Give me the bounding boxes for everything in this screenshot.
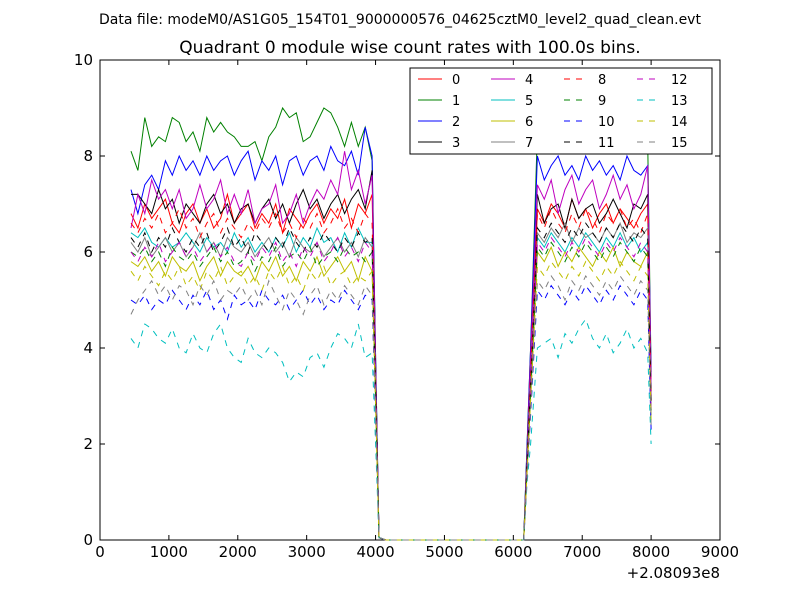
legend-entry-3: 3 xyxy=(418,136,460,151)
x-tick-label: 9000 xyxy=(701,543,739,561)
x-axis-offset-label: +2.08093e8 xyxy=(627,564,720,582)
legend-entry-6: 6 xyxy=(491,115,533,130)
legend-label: 12 xyxy=(671,73,688,88)
series-line-3 xyxy=(131,170,652,541)
legend-label: 4 xyxy=(525,73,533,88)
legend-label: 2 xyxy=(452,115,460,130)
legend-entry-15: 15 xyxy=(637,136,688,151)
y-tick-label: 10 xyxy=(74,51,93,69)
series-group xyxy=(130,102,652,541)
legend-entry-9: 9 xyxy=(564,94,606,109)
ticks-group: 0 1000 2000 3000 4000 5000 6000 7000 8000 9000 0 2 4… xyxy=(74,51,739,561)
legend-entry-12: 12 xyxy=(637,73,688,88)
x-tick-label: 4000 xyxy=(356,543,394,561)
series-line-6 xyxy=(130,245,652,541)
series-line-10 xyxy=(130,284,652,541)
y-tick-label: 0 xyxy=(83,531,93,549)
y-tick-label: 8 xyxy=(83,147,93,165)
legend-label: 7 xyxy=(525,136,533,151)
series-line-2 xyxy=(130,127,652,541)
legend-entry-13: 13 xyxy=(637,94,688,109)
legend-entry-7: 7 xyxy=(491,136,533,151)
x-tick-label: 8000 xyxy=(632,543,670,561)
legend-entry-5: 5 xyxy=(491,94,533,109)
legend-entry-0: 0 xyxy=(418,73,460,88)
legend-entry-14: 14 xyxy=(637,115,688,130)
series-line-14 xyxy=(130,260,652,541)
series-line-5 xyxy=(130,226,652,541)
legend-label: 0 xyxy=(452,73,460,88)
legend-frame xyxy=(409,67,713,155)
figure-suptitle: Data file: modeM0/AS1G05_154T01_90000005… xyxy=(99,12,701,28)
legend-label: 14 xyxy=(671,115,688,130)
legend-entry-8: 8 xyxy=(564,73,606,88)
legend-label: 10 xyxy=(598,115,615,130)
legend-entry-10: 10 xyxy=(564,115,615,130)
series-line-4 xyxy=(130,151,652,541)
legend-entry-1: 1 xyxy=(418,94,460,109)
x-tick-label: 2000 xyxy=(219,543,257,561)
series-line-0 xyxy=(130,192,652,541)
x-tick-label: 1000 xyxy=(150,543,188,561)
y-tick-label: 4 xyxy=(83,339,93,357)
legend-label: 11 xyxy=(598,136,615,151)
legend-label: 15 xyxy=(671,136,688,151)
legend-entry-4: 4 xyxy=(491,73,533,88)
legend-label: 6 xyxy=(525,115,533,130)
legend-label: 9 xyxy=(598,94,606,109)
legend-entry-11: 11 xyxy=(564,136,615,151)
legend-label: 13 xyxy=(671,94,688,109)
legend-label: 1 xyxy=(452,94,460,109)
x-tick-label: 0 xyxy=(95,543,105,561)
x-tick-label: 5000 xyxy=(425,543,463,561)
legend-label: 8 xyxy=(598,73,606,88)
y-tick-label: 6 xyxy=(83,243,93,261)
series-line-11 xyxy=(130,222,652,541)
y-tick-label: 2 xyxy=(83,435,93,453)
legend-label: 5 xyxy=(525,94,533,109)
series-line-7 xyxy=(130,221,652,541)
series-line-15 xyxy=(130,275,652,541)
x-tick-label: 3000 xyxy=(288,543,326,561)
legend-entry-2: 2 xyxy=(418,115,460,130)
x-tick-label: 7000 xyxy=(563,543,601,561)
chart-title: Quadrant 0 module wise count rates with … xyxy=(179,38,640,58)
x-tick-label: 6000 xyxy=(494,543,532,561)
legend-label: 3 xyxy=(452,136,460,151)
